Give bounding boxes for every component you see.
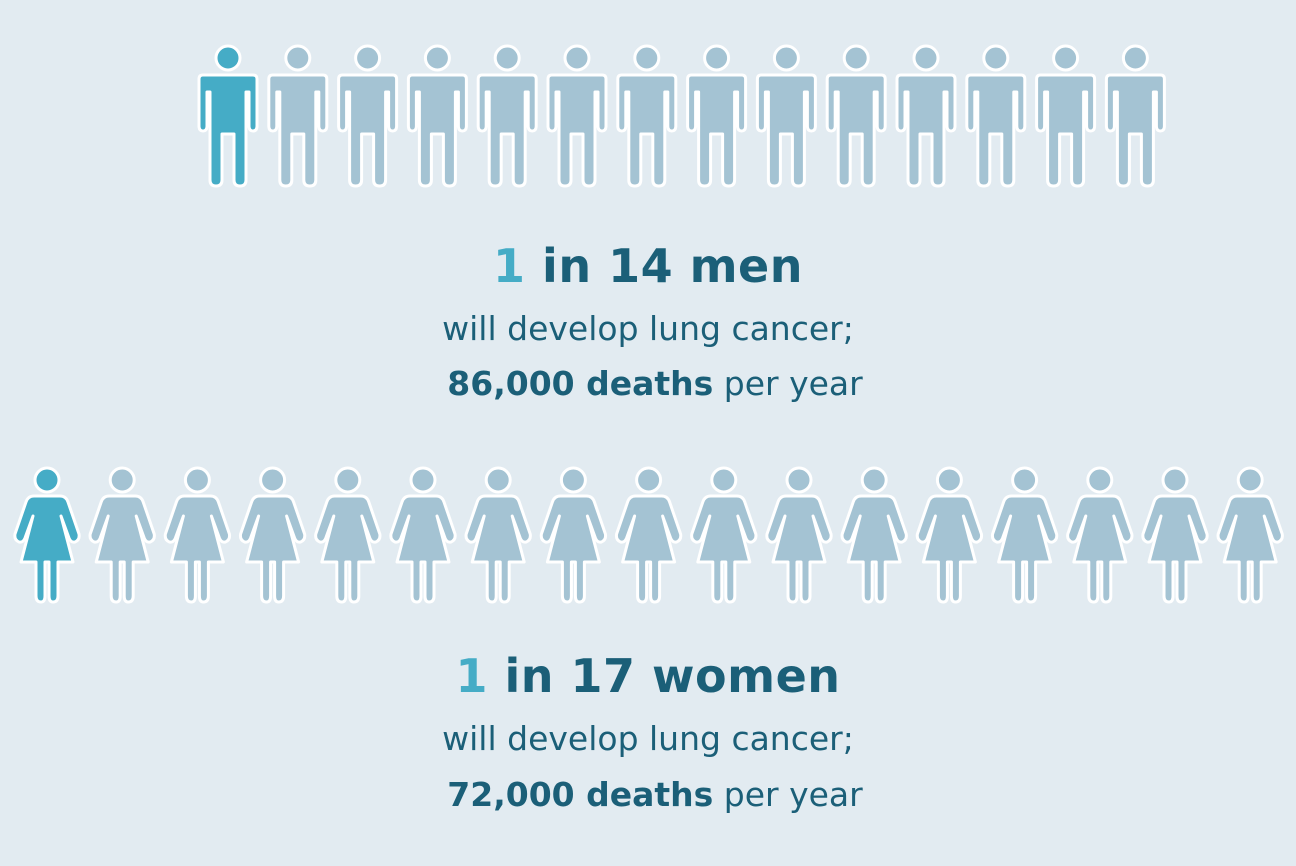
women-deaths-line: 72,000 deaths per year: [0, 778, 1296, 811]
woman-icon: [1216, 466, 1284, 604]
man-icon: [337, 44, 399, 188]
woman-icon: [88, 466, 156, 604]
woman-icon: [690, 466, 758, 604]
men-headline-text: in 14 men: [525, 239, 803, 293]
woman-icon: [765, 466, 833, 604]
woman-icon: [539, 466, 608, 604]
women-description: will develop lung cancer;: [442, 719, 854, 758]
men-deaths-suffix: per year: [713, 364, 863, 403]
man-icon: [1035, 44, 1097, 188]
men-description: will develop lung cancer;: [442, 309, 854, 348]
woman-icon: [464, 466, 532, 604]
men-deaths-count: 86,000 deaths: [447, 364, 714, 403]
woman-icon-highlighted: [13, 466, 81, 604]
woman-icon: [614, 466, 683, 604]
woman-icon: [389, 466, 457, 604]
man-icon: [476, 44, 538, 188]
men-deaths-line: 86,000 deaths per year: [0, 367, 1296, 400]
woman-icon: [314, 466, 382, 604]
women-headline-number: 1: [455, 649, 488, 703]
women-headline: 1 in 17 women: [0, 653, 1296, 699]
woman-icon: [1141, 466, 1209, 604]
man-icon: [755, 44, 817, 188]
man-icon: [825, 44, 887, 188]
woman-icon: [990, 466, 1059, 604]
woman-icon: [1066, 466, 1134, 604]
women-deaths-count: 72,000 deaths: [447, 775, 714, 814]
man-icon: [616, 44, 678, 188]
man-icon: [686, 44, 748, 188]
man-icon-highlighted: [197, 44, 259, 188]
men-headline: 1 in 14 men: [0, 243, 1296, 289]
man-icon: [267, 44, 329, 188]
men-headline-number: 1: [493, 239, 526, 293]
man-icon: [895, 44, 957, 188]
women-headline-text: in 17 women: [487, 649, 841, 703]
women-deaths-suffix: per year: [713, 775, 863, 814]
woman-icon: [163, 466, 232, 604]
man-icon: [546, 44, 608, 188]
man-icon: [1104, 44, 1166, 188]
man-icon: [406, 44, 468, 188]
man-icon: [965, 44, 1027, 188]
woman-icon: [238, 466, 307, 604]
woman-icon: [840, 466, 908, 604]
woman-icon: [915, 466, 984, 604]
